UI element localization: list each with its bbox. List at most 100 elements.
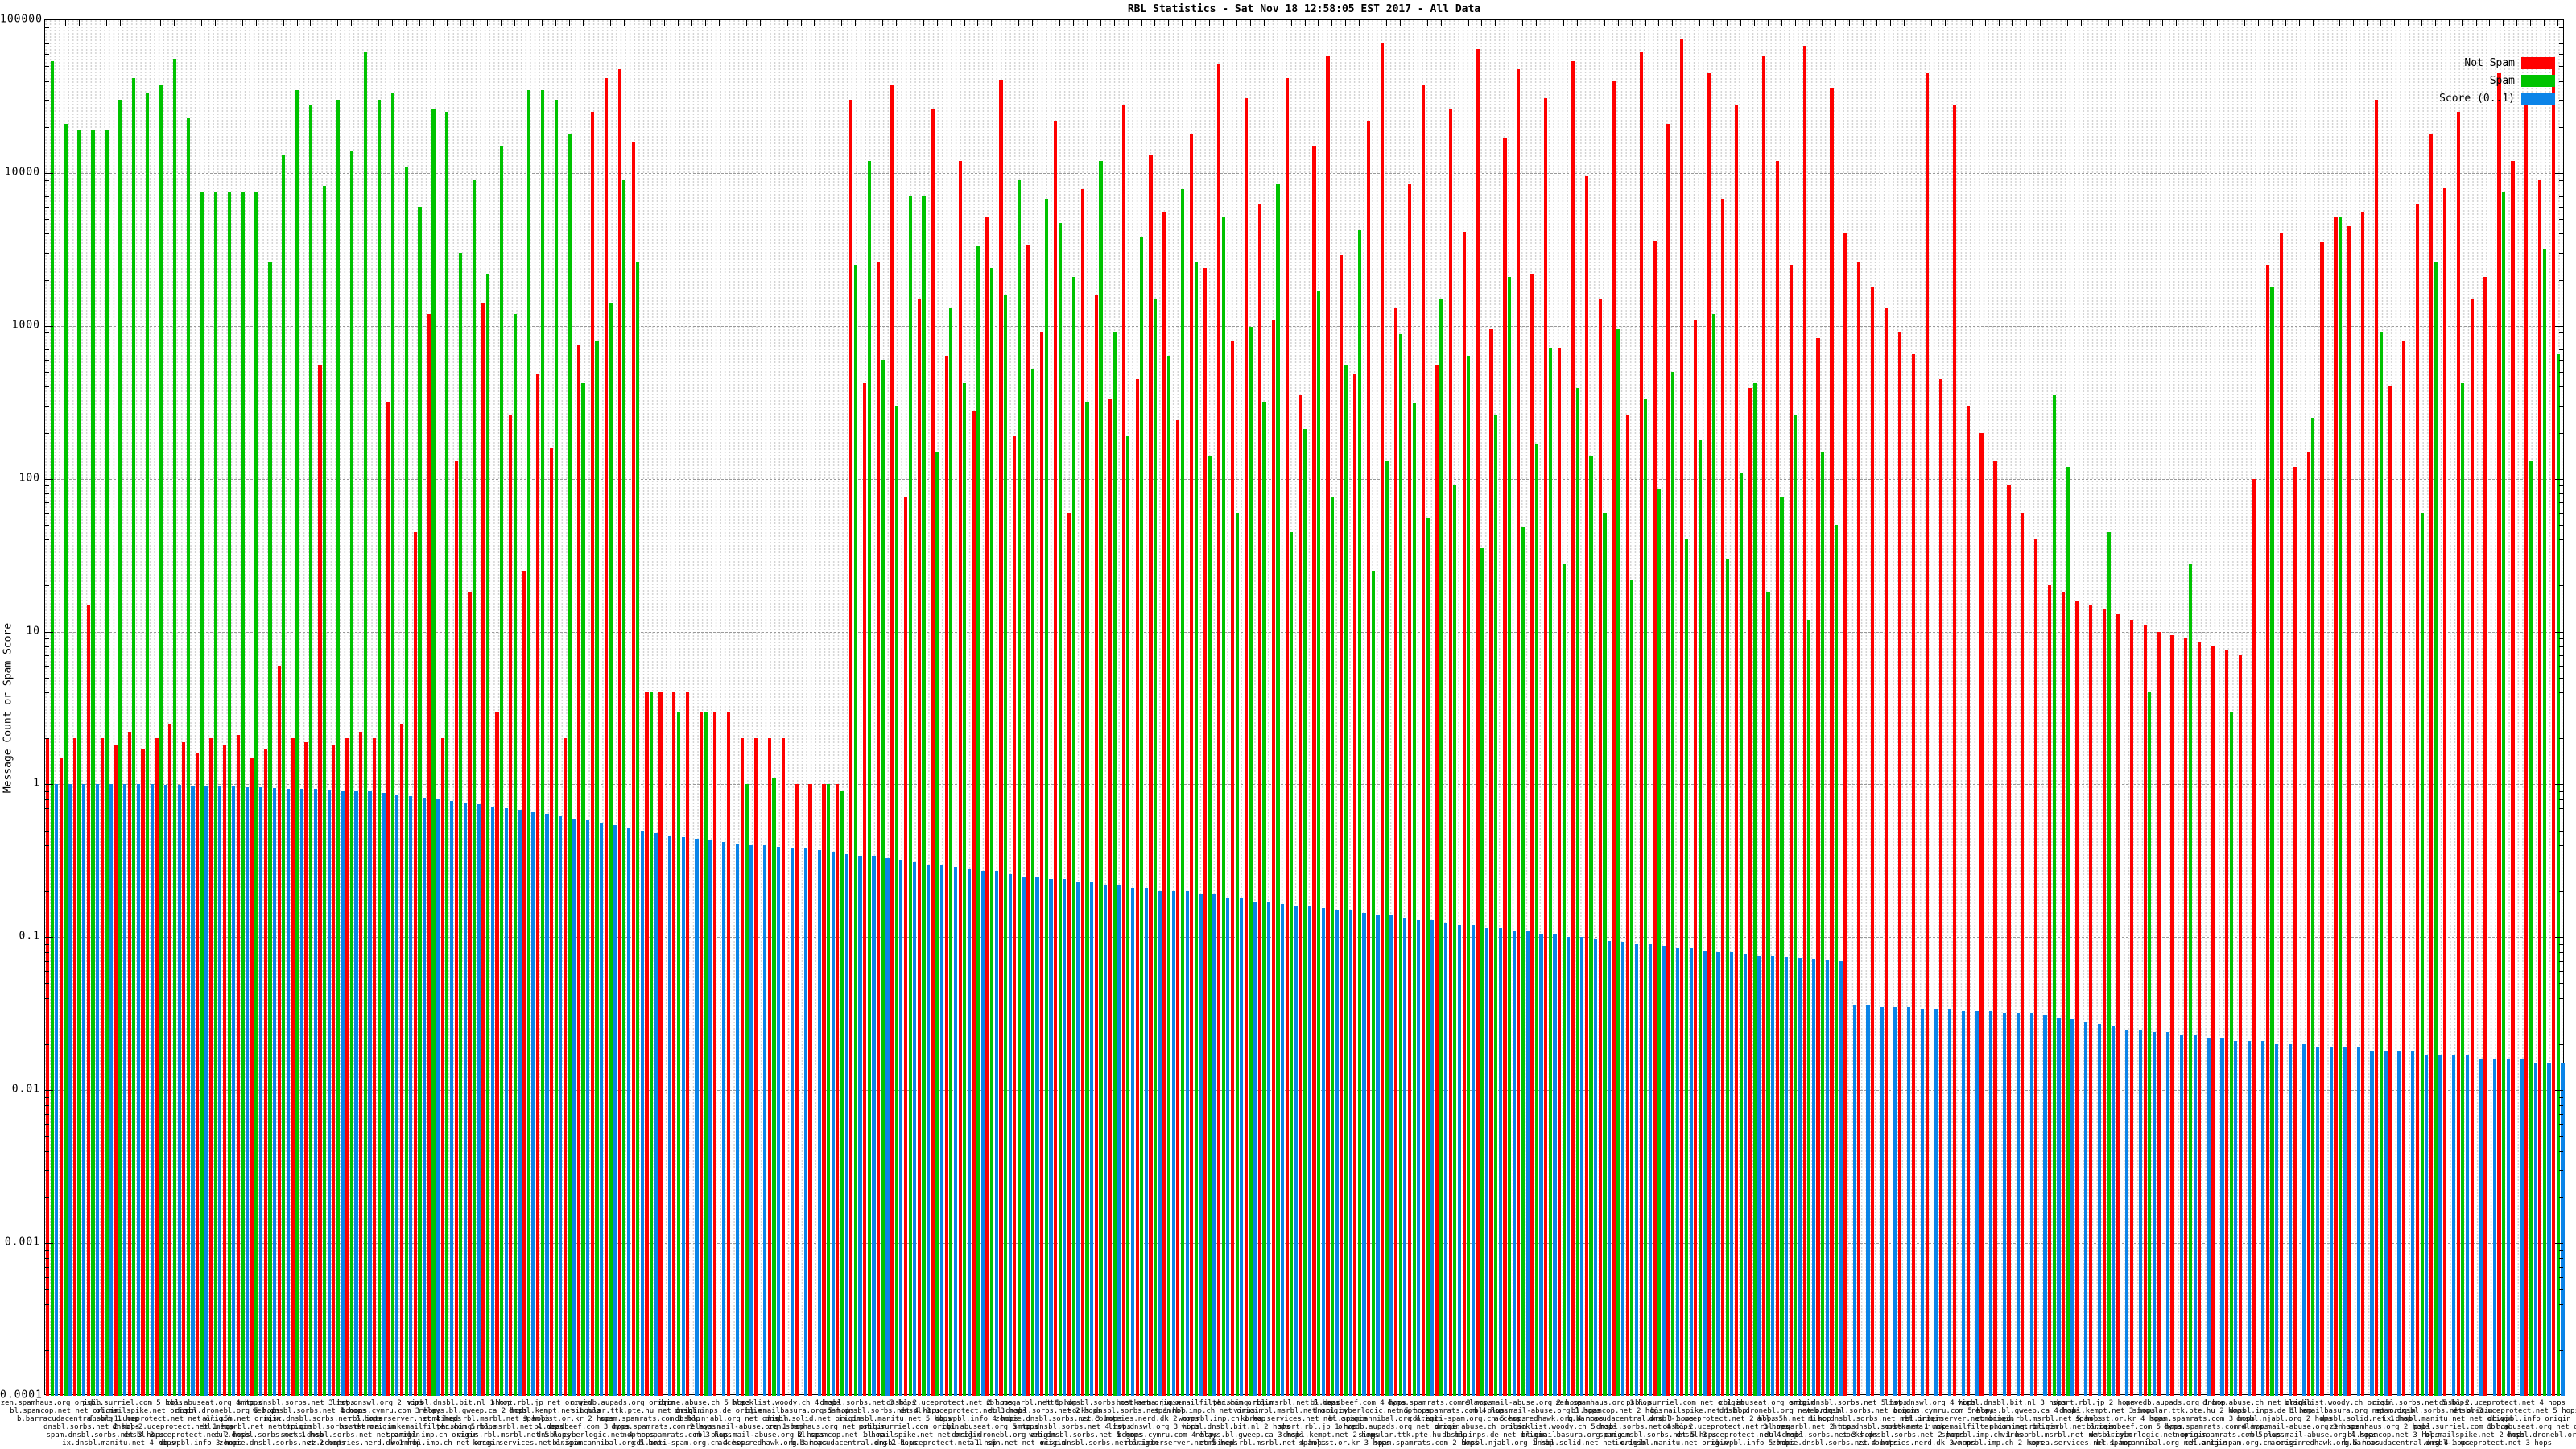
y-tick-label: 1000 <box>11 319 40 332</box>
y-minor-tick-right <box>2559 100 2563 101</box>
y-minor-tick-left <box>45 952 49 953</box>
chart-bar <box>1725 558 1729 1396</box>
chart-bar <box>1003 295 1008 1396</box>
chart-bar <box>1744 953 1748 1396</box>
chart-bar <box>1040 332 1044 1396</box>
chart-bar <box>531 811 535 1396</box>
chart-bar <box>736 843 740 1396</box>
top-tick <box>501 20 502 26</box>
x-tick-label: hostkarma.junkemailfilter.com origin <box>1116 1399 1274 1407</box>
chart-bar <box>2479 1059 2483 1396</box>
chart-bar <box>409 795 413 1396</box>
chart-bar <box>2098 1024 2102 1396</box>
chart-bar <box>1104 885 1108 1396</box>
top-tick <box>1127 20 1129 26</box>
chart-bar <box>1584 176 1589 1396</box>
y-minor-tick-right <box>2559 1257 2563 1259</box>
x-tick-label: zz.countries.nerd.dk 1 hop <box>307 1439 421 1447</box>
x-tick-label: bl.spamcannibal.org net origin <box>2096 1439 2227 1447</box>
y-minor-tick-right <box>2559 799 2563 800</box>
top-tick <box>2080 20 2082 26</box>
chart-bar <box>1484 927 1488 1396</box>
chart-bar <box>309 104 313 1396</box>
chart-bar <box>1871 287 1875 1396</box>
chart-bar <box>1675 947 1679 1396</box>
chart-bar <box>1067 512 1071 1396</box>
y-minor-tick-left <box>45 791 49 793</box>
chart-bar <box>1331 497 1335 1396</box>
y-minor-tick-left <box>45 845 49 846</box>
x-tick-label: bl.mailspike.net 2 hops <box>2425 1431 2525 1439</box>
chart-bar <box>1530 273 1534 1396</box>
x-tick-label: db.wpbl.info 3 hops <box>159 1439 242 1447</box>
y-minor-tick-left <box>45 432 49 434</box>
chart-bar <box>681 837 685 1396</box>
chart-bar <box>1348 910 1352 1396</box>
chart-bar <box>2279 233 2283 1396</box>
chart-bar <box>1689 947 1693 1396</box>
chart-bar <box>1612 80 1616 1396</box>
chart-bar <box>822 784 826 1396</box>
chart-bar <box>686 692 690 1396</box>
chart-bar <box>209 738 213 1396</box>
y-minor-tick-right <box>2559 54 2563 56</box>
x-tick-label: bl.mailspike.net origin <box>96 1407 196 1415</box>
chart-bar <box>881 359 885 1396</box>
chart-bar <box>1240 898 1244 1396</box>
x-tick-label: rbl-plus.mail-abuse.org 4 hops <box>2246 1431 2377 1439</box>
top-tick <box>1985 20 1987 26</box>
y-minor-tick-right <box>2559 371 2563 373</box>
top-tick <box>1182 20 1183 26</box>
chart-bar <box>2029 1013 2033 1396</box>
chart-bar <box>545 814 549 1396</box>
chart-bar <box>1802 45 1806 1396</box>
chart-bar <box>913 862 917 1396</box>
chart-bar <box>654 832 658 1396</box>
top-tick <box>2285 20 2286 26</box>
top-tick <box>446 20 448 26</box>
chart-bar <box>354 791 358 1396</box>
x-tick-label: wormrbl.imp.ch net origin <box>390 1439 501 1447</box>
chart-bar <box>967 869 972 1396</box>
y-minor-tick-right <box>2559 253 2563 254</box>
y-minor-tick-right <box>2559 485 2563 487</box>
chart-bar <box>1022 876 1026 1396</box>
top-tick <box>1658 20 1660 26</box>
chart-bar <box>122 784 127 1396</box>
legend-row-not-spam: Not Spam <box>2354 57 2563 69</box>
chart-bar <box>2520 1059 2524 1396</box>
y-minor-tick-left <box>45 332 49 334</box>
chart-bar <box>1666 123 1670 1396</box>
x-tick-label: relays.bl.gweep.ca 4 hops <box>1971 1407 2080 1415</box>
chart-bar <box>1811 959 1815 1396</box>
chart-bar <box>1821 452 1825 1396</box>
y-minor-tick-right <box>2559 80 2563 82</box>
chart-bar <box>2066 466 2070 1396</box>
chart-bar <box>2465 1055 2470 1396</box>
y-minor-tick-right <box>2559 952 2563 953</box>
top-tick <box>1767 20 1769 26</box>
x-tick-label: bl.mailspike.net 1 hop <box>1650 1407 1747 1415</box>
top-tick <box>964 20 965 26</box>
chart-bar <box>299 789 303 1396</box>
chart-bar <box>55 784 59 1396</box>
top-tick <box>1740 20 1741 26</box>
chart-bar <box>994 871 998 1396</box>
chart-bar <box>790 848 795 1396</box>
chart-bar <box>1230 341 1235 1396</box>
top-tick <box>1536 20 1538 26</box>
x-tick-label: bl.deadbeef.com 5 hops <box>2086 1423 2183 1431</box>
chart-bar <box>1893 1006 1897 1396</box>
chart-bar <box>2170 634 2174 1396</box>
x-tick-label: zombie.dnsbl.sorbs.net 3 hops <box>995 1415 1122 1423</box>
x-tick-label: psbl.surriel.com 1 hop <box>2413 1423 2510 1431</box>
chart-bar <box>399 723 404 1396</box>
chart-bar <box>2207 1038 2211 1396</box>
top-tick <box>2421 20 2422 26</box>
chart-bar <box>2288 1044 2293 1396</box>
x-tick-label: combined.rbl.msrbl.net 4 hops <box>1199 1439 1327 1447</box>
chart-bar <box>2301 1044 2306 1396</box>
chart-bar <box>2502 192 2506 1396</box>
chart-bar <box>1457 925 1462 1396</box>
y-minor-tick-right <box>2559 207 2563 208</box>
